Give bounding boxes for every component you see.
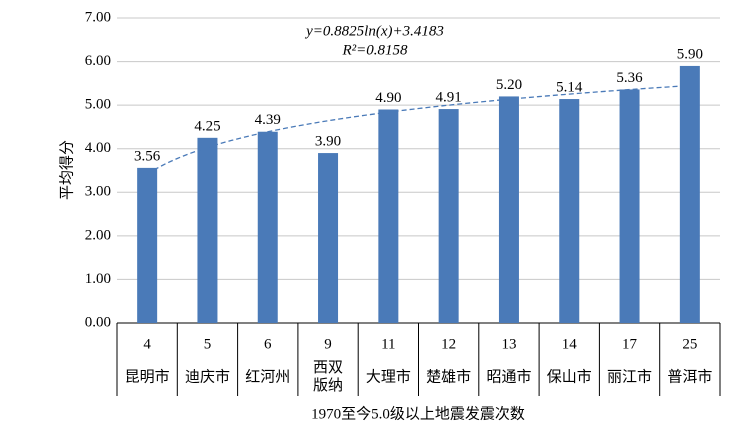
x-tick-label: 红河州 — [245, 368, 290, 385]
x-count-label: 13 — [501, 336, 516, 352]
trendline — [146, 84, 690, 175]
x-axis-title: 1970至今5.0级以上地震发震次数 — [311, 405, 525, 422]
y-tick-label: 4.00 — [85, 140, 111, 156]
bar — [137, 167, 158, 323]
x-tick-label: 西双版纳 — [313, 359, 343, 394]
x-tick-label: 迪庆市 — [185, 368, 230, 385]
value-label: 4.25 — [194, 118, 220, 134]
bar — [498, 96, 519, 323]
x-tick-label: 丽江市 — [607, 368, 652, 385]
x-tick-label: 昆明市 — [125, 368, 170, 385]
x-count-label: 9 — [324, 336, 332, 352]
x-count-label: 14 — [562, 336, 578, 352]
trend-r2: R²=0.8158 — [341, 42, 408, 58]
y-tick-label: 7.00 — [85, 9, 111, 25]
bar — [559, 99, 580, 324]
bar — [318, 153, 339, 323]
y-axis-title: 平均得分 — [58, 140, 75, 200]
value-label: 3.56 — [134, 148, 161, 164]
x-count-label: 12 — [441, 336, 456, 352]
x-tick-label: 昭通市 — [486, 368, 531, 385]
value-label: 4.91 — [436, 90, 462, 106]
y-tick-label: 3.00 — [85, 184, 111, 200]
x-count-label: 17 — [622, 336, 638, 352]
y-tick-label: 6.00 — [85, 53, 111, 69]
x-count-label: 11 — [381, 336, 395, 352]
trend-equation: y=0.8825ln(x)+3.4183 — [304, 23, 444, 39]
value-label: 5.90 — [677, 46, 703, 62]
value-label: 4.90 — [375, 90, 401, 106]
x-tick-label: 大理市 — [366, 368, 411, 385]
y-tick-label: 1.00 — [85, 271, 111, 287]
bar — [438, 109, 459, 323]
value-label: 5.36 — [616, 70, 643, 86]
y-tick-label: 5.00 — [85, 97, 111, 113]
bar — [378, 109, 399, 323]
x-count-label: 6 — [264, 336, 272, 352]
x-tick-label: 保山市 — [547, 368, 592, 385]
value-label: 4.39 — [255, 112, 281, 128]
x-tick-label: 楚雄市 — [426, 368, 471, 385]
y-tick-label: 0.00 — [85, 314, 111, 330]
x-count-label: 25 — [682, 336, 697, 352]
value-label: 3.90 — [315, 134, 341, 150]
value-label: 5.20 — [496, 77, 522, 93]
x-count-label: 5 — [204, 336, 212, 352]
x-count-label: 4 — [143, 336, 151, 352]
x-tick-label: 普洱市 — [667, 368, 712, 385]
bar — [619, 89, 640, 323]
y-tick-label: 2.00 — [85, 227, 111, 243]
bar — [679, 65, 700, 323]
bar — [257, 131, 278, 323]
bar — [197, 137, 218, 323]
value-label: 5.14 — [556, 79, 583, 95]
